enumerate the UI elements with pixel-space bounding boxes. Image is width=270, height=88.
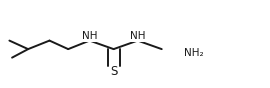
Text: NH₂: NH₂ <box>184 48 204 58</box>
Text: NH: NH <box>130 31 146 41</box>
Text: NH: NH <box>82 31 97 41</box>
Text: S: S <box>110 65 117 78</box>
